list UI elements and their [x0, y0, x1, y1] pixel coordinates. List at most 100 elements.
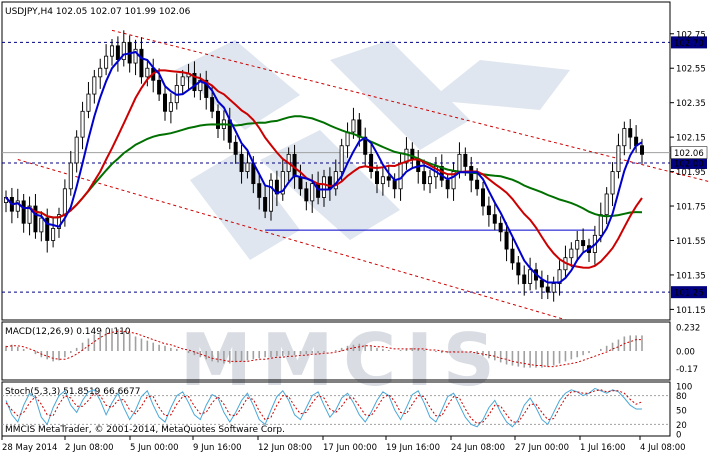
level-label: 102.00	[674, 159, 704, 169]
candle-body	[280, 171, 285, 195]
level-label: 102.70	[674, 39, 704, 49]
candle-body	[192, 72, 197, 92]
footer-credit: MMCIS MetaTrader, © 2001-2014, MetaQuote…	[5, 425, 285, 435]
macd-pane-title: MACD(12,26,9) 0.149 0.110	[5, 327, 131, 337]
y-tick-label: 102.75	[676, 30, 706, 40]
candle-body	[51, 228, 56, 241]
candle-body	[21, 200, 26, 224]
candle-body	[581, 240, 586, 247]
price-layer: 102.70 102.00 101.25 102.06	[2, 29, 710, 321]
x-tick-label: 24 Jun 08:00	[451, 443, 505, 453]
candle-body	[62, 188, 67, 216]
stoch-y-tick-label: 100	[676, 383, 692, 393]
candle-body	[380, 176, 385, 185]
candle-body	[480, 188, 486, 207]
candle-body	[369, 153, 374, 172]
sma-mid-line	[5, 69, 643, 269]
x-tick-label: 19 Jun 16:00	[386, 443, 440, 453]
candle-body	[498, 222, 503, 233]
candle-body	[404, 148, 409, 164]
candle-body	[569, 248, 574, 259]
candle-body	[45, 217, 50, 241]
candle-body	[157, 79, 162, 95]
candle-body	[98, 67, 103, 78]
candle-body	[545, 286, 550, 293]
y-tick-label: 101.95	[676, 168, 706, 178]
axis-layer: 102.75 102.55 102.35 102.15 101.95 101.75 101.…	[1, 30, 706, 453]
candle-body	[74, 136, 79, 164]
y-tick-label: 102.55	[676, 65, 706, 75]
candle-body	[68, 162, 73, 190]
candle-body	[298, 176, 303, 190]
candle-body	[33, 205, 38, 233]
x-tick-label: 4 Jul 08:00	[640, 443, 686, 453]
candle-body	[528, 269, 533, 284]
macd-signal-line	[5, 330, 642, 368]
candle-body	[610, 171, 615, 195]
candle-body	[616, 145, 621, 172]
stoch-main-line	[5, 387, 642, 428]
x-tick-label: 28 May 2014	[2, 443, 57, 453]
channel-upper-line	[111, 29, 710, 183]
stoch-y-tick-label: 20	[676, 421, 687, 431]
x-tick-label: 17 Jun 00:00	[323, 443, 377, 453]
candle-body	[457, 153, 462, 172]
candle-body	[304, 188, 309, 202]
stoch-y-tick-label: 50	[676, 407, 687, 417]
candle-body	[386, 176, 391, 181]
candle-body	[492, 214, 497, 224]
candle-body	[310, 183, 315, 202]
price-pane-title: USDJPY,H4 102.05 102.07 101.99 102.06	[5, 7, 191, 17]
candle-body	[604, 193, 609, 216]
candle-body	[575, 240, 580, 250]
candle-body	[422, 171, 427, 185]
candle-body	[557, 269, 562, 284]
candle-body	[239, 153, 244, 172]
level-tag	[671, 156, 707, 169]
candle-body	[510, 248, 515, 264]
candle-body	[245, 162, 250, 172]
candle-body	[351, 119, 356, 133]
y-tick-label: 101.35	[676, 271, 706, 281]
candle-body	[168, 102, 173, 112]
x-tick-label: 27 Jun 00:00	[515, 443, 569, 453]
candle-body	[522, 274, 527, 284]
candle-body	[109, 45, 115, 57]
x-tick-label: 1 Jul 16:00	[580, 443, 626, 453]
candle-body	[56, 214, 62, 229]
current-price-tag	[670, 146, 708, 159]
candle-body	[80, 110, 85, 138]
candle-body	[639, 145, 645, 155]
candle-body	[292, 153, 297, 178]
y-tick-label: 101.75	[676, 203, 706, 213]
stoch-y-tick-label: 0	[676, 431, 681, 441]
price-pane	[1, 1, 671, 321]
stoch-signal-line	[5, 389, 643, 424]
sma-slow-line	[5, 115, 643, 219]
candle-body	[392, 179, 397, 190]
level-tag	[671, 36, 707, 49]
candle-body	[598, 214, 603, 236]
candle-body	[321, 176, 327, 198]
candle-body	[339, 145, 344, 172]
candle-body	[257, 183, 262, 198]
watermark-brand: MMCIS	[180, 318, 505, 402]
candle-body	[486, 205, 491, 216]
candle-body	[445, 179, 450, 190]
candle-body	[104, 55, 109, 69]
candle-body	[27, 205, 32, 224]
candle-body	[204, 79, 209, 98]
candle-body	[121, 41, 126, 61]
sma-fast-line	[5, 50, 643, 284]
candle-body	[139, 48, 144, 78]
macd-layer: 0.232 0.00 -0.17	[5, 323, 700, 375]
candle-body	[233, 141, 238, 155]
candle-body	[628, 128, 633, 138]
candle-body	[39, 217, 44, 233]
x-tick-label: 5 Jun 00:00	[130, 443, 179, 453]
macd-y-tick-label: -0.17	[676, 365, 698, 375]
candle-body	[210, 97, 215, 112]
candle-body	[145, 67, 150, 78]
